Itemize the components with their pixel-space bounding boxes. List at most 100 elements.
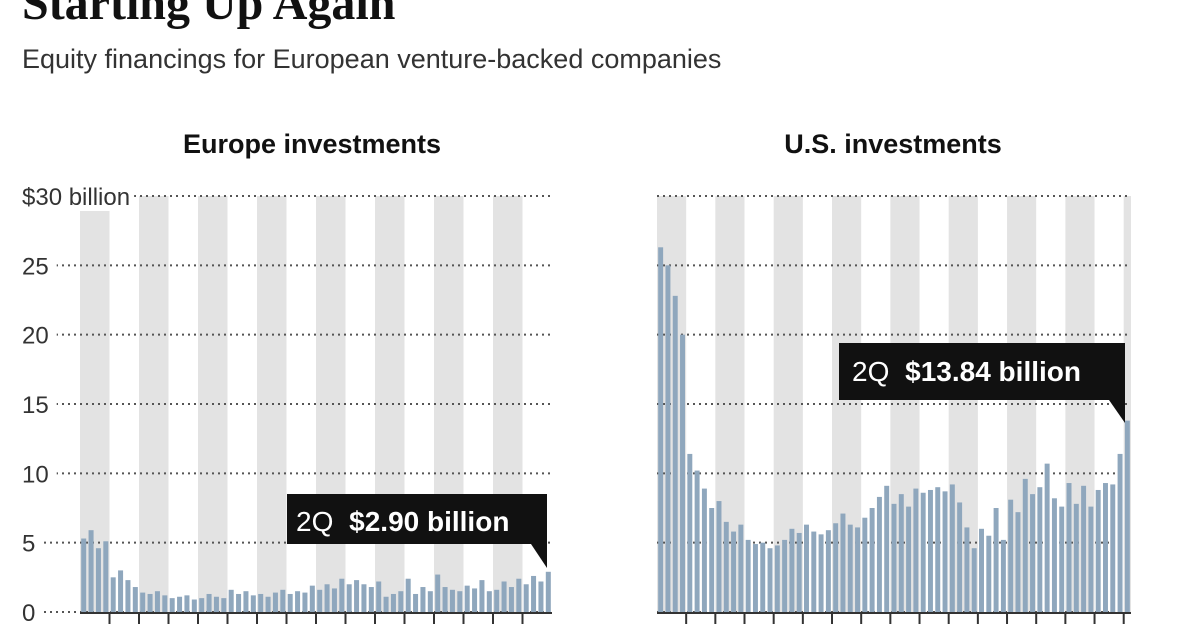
bar: [1073, 503, 1079, 612]
bar: [147, 593, 153, 612]
y-label-backing: [20, 392, 57, 419]
y-tick-label: $30 billion: [22, 184, 130, 211]
bar: [398, 591, 404, 612]
bar: [825, 530, 831, 612]
europe-xticks: [80, 612, 552, 624]
bar: [760, 542, 766, 612]
bar: [658, 247, 664, 612]
us-callout-value: $13.84 billion: [905, 356, 1081, 387]
bar: [383, 596, 389, 612]
bar: [1110, 484, 1116, 612]
bar: [427, 591, 433, 612]
bar: [942, 491, 948, 612]
y-label-backing: [20, 530, 44, 558]
bar: [1124, 420, 1130, 612]
bar: [472, 588, 478, 612]
bar: [935, 487, 941, 612]
bar: [265, 596, 271, 612]
bar: [1117, 453, 1123, 612]
bar: [680, 334, 685, 612]
bar: [103, 541, 109, 612]
bar: [169, 598, 175, 612]
bar: [723, 521, 729, 612]
bar: [243, 591, 249, 612]
europe-ytick-labels: $30 billion 25 20 15 10 5 0: [20, 184, 135, 627]
bar: [346, 584, 352, 612]
us-xticks: [657, 612, 1131, 624]
bar: [435, 574, 441, 612]
bar: [913, 488, 919, 612]
bar: [295, 591, 301, 612]
bar: [361, 584, 367, 612]
year-band: [1123, 196, 1131, 612]
us-bars: [658, 247, 1130, 612]
y-tick-label: 25: [22, 253, 49, 280]
bar: [501, 581, 507, 612]
bar: [523, 584, 529, 612]
bar: [368, 587, 374, 612]
bar: [1015, 512, 1021, 612]
bar: [272, 592, 278, 612]
bar: [1051, 498, 1057, 612]
bar: [694, 470, 700, 612]
bar: [1059, 506, 1065, 612]
y-tick-label: 15: [22, 392, 49, 419]
bar: [1066, 483, 1072, 612]
bar: [971, 548, 977, 612]
bar: [752, 544, 758, 612]
bar: [464, 585, 470, 612]
bar: [154, 591, 160, 612]
bar: [665, 265, 671, 612]
bar: [390, 593, 396, 612]
svg-text:2Q $13.84 billion: 2Q $13.84 billion: [852, 356, 1081, 387]
bar: [494, 589, 500, 612]
europe-callout-box: [287, 494, 547, 544]
bar: [118, 570, 124, 612]
bar: [449, 589, 455, 612]
bar: [258, 593, 264, 612]
bar: [927, 489, 933, 612]
bar: [876, 496, 882, 612]
bar: [855, 527, 861, 612]
bar: [376, 581, 382, 612]
bar: [884, 485, 890, 612]
bar: [840, 513, 846, 612]
bar: [672, 295, 678, 612]
bar: [1103, 483, 1108, 612]
y-tick-label: 0: [22, 600, 35, 627]
bar: [420, 587, 426, 612]
bar: [687, 453, 693, 612]
bar: [709, 508, 715, 612]
bar: [847, 524, 853, 612]
bar: [782, 539, 788, 612]
bar: [898, 494, 904, 612]
bar: [280, 589, 286, 612]
bar: [81, 538, 87, 612]
bar: [213, 596, 219, 612]
bar: [1044, 463, 1050, 612]
bar: [479, 580, 485, 612]
bar: [731, 531, 737, 612]
bar: [1088, 506, 1094, 612]
us-callout-box: [839, 343, 1125, 400]
europe-callout-pointer: [531, 544, 547, 568]
bar: [177, 596, 183, 612]
bar: [221, 598, 227, 612]
bar: [716, 501, 722, 612]
bar: [250, 595, 256, 612]
bar: [531, 575, 537, 612]
y-label-backing: [20, 600, 44, 627]
bar: [1000, 539, 1006, 612]
bar: [324, 584, 330, 612]
bar: [920, 492, 926, 612]
y-tick-label: 10: [22, 461, 49, 488]
bar: [869, 508, 875, 612]
bar: [354, 580, 360, 612]
bar: [964, 527, 970, 612]
bar: [184, 595, 190, 612]
y-label-backing: [20, 184, 135, 211]
bar: [796, 532, 802, 612]
y-tick-label: 20: [22, 323, 49, 350]
bar: [228, 589, 234, 612]
